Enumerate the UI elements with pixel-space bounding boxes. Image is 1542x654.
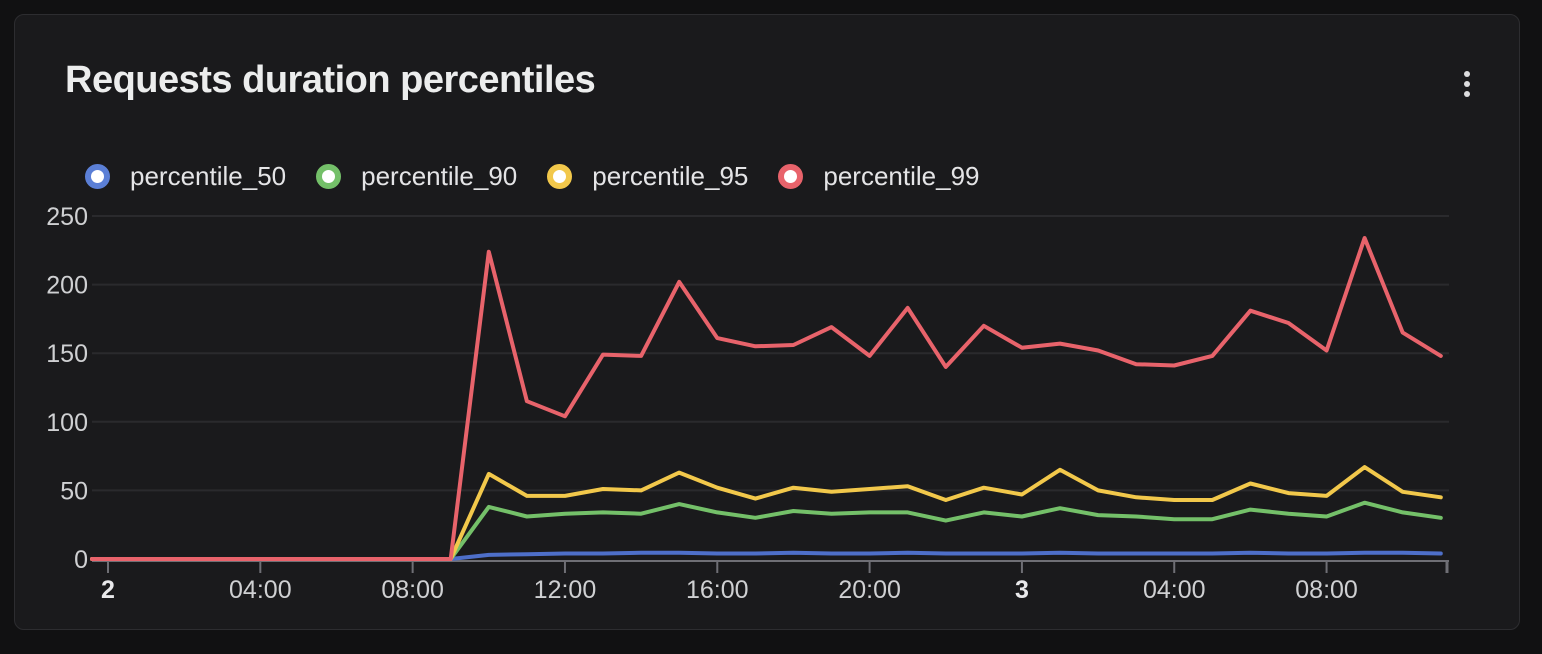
legend-label: percentile_99 <box>823 161 980 191</box>
x-axis-label: 20:00 <box>838 576 901 604</box>
x-axis-label: 2 <box>101 576 115 604</box>
legend-item-percentile-99[interactable]: percentile_99 <box>778 161 980 192</box>
x-axis-label: 04:00 <box>229 576 292 604</box>
legend-label: percentile_50 <box>130 161 287 191</box>
series-color-ring-icon <box>778 164 804 189</box>
y-axis-label: 50 <box>60 477 88 505</box>
series-color-ring-icon <box>316 164 342 189</box>
x-axis-label: 16:00 <box>686 576 749 604</box>
kebab-vertical-icon <box>1464 71 1470 77</box>
x-axis-label: 08:00 <box>381 576 444 604</box>
legend-label: percentile_90 <box>361 161 518 191</box>
y-axis-label: 250 <box>46 203 88 231</box>
series-color-ring-icon <box>85 164 110 189</box>
series-color-ring-icon <box>547 164 573 189</box>
x-axis-label: 3 <box>1015 576 1029 604</box>
kebab-vertical-icon <box>1464 91 1470 97</box>
y-axis-label: 200 <box>46 272 88 300</box>
legend-item-percentile-90[interactable]: percentile_90 <box>316 161 517 192</box>
panel-menu-button[interactable] <box>1445 61 1489 107</box>
x-axis-label: 08:00 <box>1295 576 1358 604</box>
legend: percentile_50 percentile_90 percentile_9… <box>85 161 980 192</box>
y-axis-label: 150 <box>46 340 88 368</box>
legend-item-percentile-95[interactable]: percentile_95 <box>547 161 748 192</box>
x-axis-label: 12:00 <box>534 576 597 604</box>
legend-item-percentile-50[interactable]: percentile_50 <box>85 161 286 192</box>
y-axis-label: 0 <box>74 546 88 574</box>
panel-requests-duration-percentiles: Requests duration percentiles percentile… <box>14 14 1520 630</box>
legend-label: percentile_95 <box>592 161 749 191</box>
y-axis-label: 100 <box>46 409 88 437</box>
series-line-percentile_99 <box>90 236 1443 561</box>
kebab-vertical-icon <box>1464 81 1470 87</box>
plot-area[interactable] <box>92 205 1449 561</box>
x-axis-label: 04:00 <box>1143 576 1206 604</box>
panel-title: Requests duration percentiles <box>65 59 596 101</box>
